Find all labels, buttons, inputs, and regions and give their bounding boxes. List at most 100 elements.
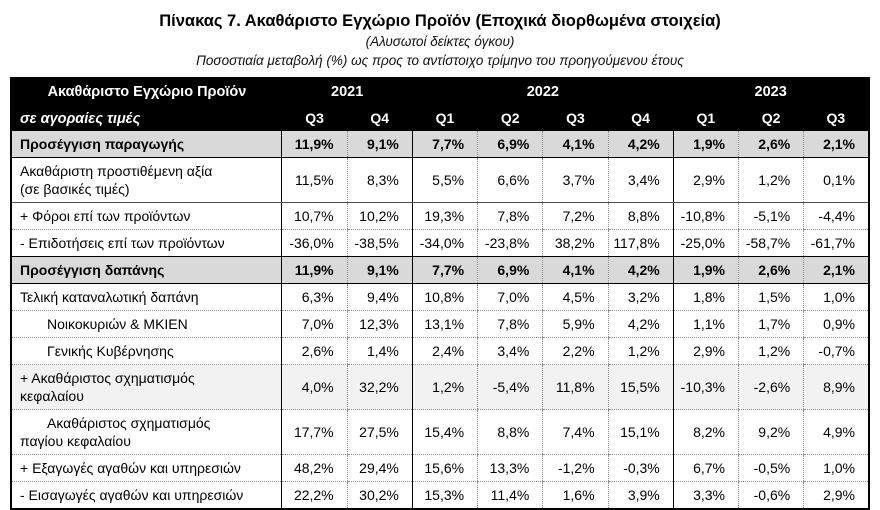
- cell-value: 11,9%: [281, 256, 348, 284]
- quarter-header: Q3: [281, 105, 348, 131]
- table-row: Νοικοκυριών & ΜΚΙΕΝ 7,0% 12,3% 13,1% 7,8% 5,9…: [11, 310, 869, 338]
- cell-value: 7,2%: [542, 202, 609, 230]
- cell-value: 1,0%: [803, 283, 869, 311]
- cell-value: -58,7%: [737, 229, 804, 257]
- cell-value: 2,9%: [672, 337, 739, 365]
- row-label: - Επιδοτήσεις επί των προϊόντων: [11, 229, 282, 257]
- cell-value: 2,1%: [803, 256, 869, 284]
- cell-value: -1,2%: [542, 454, 609, 482]
- year-header-2021: 2021: [281, 78, 413, 106]
- table-body: Προσέγγιση παραγωγής 11,9% 9,1% 7,7% 6,9% 4,1…: [11, 131, 869, 509]
- cell-value: -2,6%: [737, 364, 804, 410]
- cell-value: 1,5%: [737, 283, 804, 311]
- cell-value: -34,0%: [411, 229, 478, 257]
- table-row: Προσέγγιση δαπάνης 11,9% 9,1% 7,7% 6,9% 4,1% 4…: [11, 256, 869, 284]
- cell-value: 13,3%: [477, 454, 543, 482]
- cell-value: 15,4%: [411, 409, 478, 455]
- table-row: + Εξαγωγές αγαθών και υπηρεσιών 48,2% 29,4…: [11, 454, 869, 482]
- cell-value: 4,0%: [281, 364, 348, 410]
- cell-value: 5,9%: [542, 310, 609, 338]
- cell-value: -10,8%: [672, 202, 739, 230]
- cell-value: 7,0%: [477, 283, 543, 311]
- cell-value: 15,5%: [607, 364, 674, 410]
- cell-value: -0,6%: [737, 481, 804, 509]
- table-row: Ακαθάριστη προστιθέμενη αξία (σε βασικές…: [11, 157, 869, 203]
- table-row: - Εισαγωγές αγαθών και υπηρεσιών 22,2% 30,…: [11, 481, 869, 509]
- cell-value: 11,8%: [542, 364, 609, 410]
- table-corner-header: Ακαθάριστο Εγχώριο Προϊόν σε αγοραίες τι…: [11, 78, 282, 131]
- cell-value: 11,4%: [477, 481, 543, 509]
- cell-value: 30,2%: [346, 481, 413, 509]
- cell-value: 2,1%: [803, 131, 869, 158]
- cell-value: 0,1%: [803, 157, 869, 203]
- cell-value: -23,8%: [477, 229, 543, 257]
- cell-value: 2,4%: [411, 337, 478, 365]
- cell-value: 1,8%: [672, 283, 739, 311]
- cell-value: 1,4%: [346, 337, 413, 365]
- cell-value: 2,6%: [737, 131, 804, 158]
- year-header-row: Ακαθάριστο Εγχώριο Προϊόν σε αγοραίες τι…: [11, 78, 869, 131]
- corner-title: Ακαθάριστο Εγχώριο Προϊόν: [47, 84, 247, 100]
- cell-value: 1,9%: [672, 131, 739, 158]
- cell-value: 17,7%: [281, 409, 348, 455]
- cell-value: 9,1%: [346, 256, 413, 284]
- cell-value: 1,0%: [803, 454, 869, 482]
- row-label: Τελική καταναλωτική δαπάνη: [11, 283, 282, 311]
- cell-value: 6,6%: [477, 157, 543, 203]
- cell-value: 4,1%: [542, 256, 609, 284]
- cell-value: 4,2%: [607, 256, 674, 284]
- row-label: Προσέγγιση δαπάνης: [11, 256, 282, 284]
- cell-value: 8,9%: [803, 364, 869, 410]
- cell-value: 8,2%: [672, 409, 739, 455]
- cell-value: 11,5%: [281, 157, 348, 203]
- cell-value: 4,1%: [542, 131, 609, 158]
- cell-value: -5,4%: [477, 364, 543, 410]
- row-label: Γενικής Κυβέρνησης: [11, 337, 282, 365]
- cell-value: 22,2%: [281, 481, 348, 509]
- cell-value: 11,9%: [281, 131, 348, 158]
- cell-value: 12,3%: [346, 310, 413, 338]
- cell-value: 3,2%: [607, 283, 674, 311]
- cell-value: 27,5%: [346, 409, 413, 455]
- cell-value: 1,1%: [672, 310, 739, 338]
- cell-value: -5,1%: [737, 202, 804, 230]
- row-label: Ακαθάριστος σχηματισμός παγίου κεφαλαίου: [11, 409, 282, 455]
- cell-value: 1,2%: [737, 157, 804, 203]
- cell-value: -61,7%: [803, 229, 869, 257]
- quarter-header-row: Q3 Q4 Q1 Q2 Q3 Q4 Q1 Q2 Q3: [11, 105, 869, 131]
- quarter-header: Q3: [803, 105, 869, 131]
- cell-value: -0,5%: [737, 454, 804, 482]
- row-label: Νοικοκυριών & ΜΚΙΕΝ: [11, 310, 282, 338]
- page-title: Πίνακας 7. Ακαθάριστο Εγχώριο Προϊόν (Επ…: [159, 12, 721, 30]
- cell-value: 1,2%: [411, 364, 478, 410]
- cell-value: 9,1%: [346, 131, 413, 158]
- table-header: Ακαθάριστο Εγχώριο Προϊόν σε αγοραίες τι…: [11, 78, 869, 131]
- quarter-header: Q1: [412, 105, 478, 131]
- cell-value: 1,6%: [542, 481, 609, 509]
- cell-value: 3,9%: [607, 481, 674, 509]
- cell-value: 6,7%: [672, 454, 739, 482]
- cell-value: 8,3%: [346, 157, 413, 203]
- quarter-header: Q4: [347, 105, 413, 131]
- cell-value: 2,2%: [542, 337, 609, 365]
- quarter-header: Q2: [477, 105, 543, 131]
- cell-value: 5,5%: [411, 157, 478, 203]
- cell-value: -10,3%: [672, 364, 739, 410]
- cell-value: 6,9%: [477, 131, 543, 158]
- row-label: + Ακαθάριστος σχηματισμός κεφαλαίου: [11, 364, 282, 410]
- cell-value: 2,6%: [281, 337, 348, 365]
- cell-value: 3,3%: [672, 481, 739, 509]
- cell-value: 3,7%: [542, 157, 609, 203]
- cell-value: 4,5%: [542, 283, 609, 311]
- cell-value: 13,1%: [411, 310, 478, 338]
- corner-subtitle: σε αγοραίες τιμές: [20, 111, 141, 127]
- year-header-2023: 2023: [673, 78, 869, 106]
- cell-value: 4,2%: [607, 131, 674, 158]
- quarter-header: Q2: [738, 105, 804, 131]
- cell-value: 1,2%: [737, 337, 804, 365]
- cell-value: 10,7%: [281, 202, 348, 230]
- row-label: Προσέγγιση παραγωγής: [11, 131, 282, 158]
- cell-value: 3,4%: [477, 337, 543, 365]
- table-row: Γενικής Κυβέρνησης 2,6% 1,4% 2,4% 3,4% 2,2% 1,…: [11, 337, 869, 365]
- cell-value: 0,9%: [803, 310, 869, 338]
